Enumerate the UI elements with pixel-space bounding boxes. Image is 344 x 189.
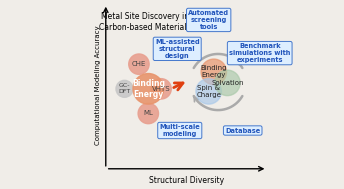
Text: CHE: CHE <box>132 61 146 67</box>
Text: ML: ML <box>143 111 153 116</box>
Text: GC-
DFT: GC- DFT <box>118 83 131 94</box>
Circle shape <box>201 59 227 85</box>
Circle shape <box>129 54 149 74</box>
Text: Multi-scale
modeling: Multi-scale modeling <box>159 124 200 137</box>
Text: Solvation: Solvation <box>211 80 244 86</box>
Circle shape <box>151 79 171 99</box>
Text: VHTS: VHTS <box>152 86 170 92</box>
Text: Benchmark
simulations with
experiments: Benchmark simulations with experiments <box>229 43 290 63</box>
Text: Binding
Energy: Binding Energy <box>201 65 227 78</box>
Circle shape <box>215 70 240 96</box>
Circle shape <box>196 79 222 104</box>
Text: Automated
screening
tools: Automated screening tools <box>188 10 229 30</box>
Circle shape <box>133 74 164 104</box>
Circle shape <box>138 103 159 124</box>
Text: Database: Database <box>225 128 260 133</box>
Text: Computational Modeling Accuracy: Computational Modeling Accuracy <box>95 26 101 145</box>
Circle shape <box>116 80 133 97</box>
Text: Metal Site Discovery in
Carbon-based Materials: Metal Site Discovery in Carbon-based Mat… <box>99 12 191 32</box>
Text: Binding
Energy: Binding Energy <box>132 79 165 98</box>
Text: Spin &
Charge: Spin & Charge <box>196 85 221 98</box>
Text: Structural Diversity: Structural Diversity <box>149 177 224 185</box>
Text: ML-assisted
structural
design: ML-assisted structural design <box>155 39 200 59</box>
